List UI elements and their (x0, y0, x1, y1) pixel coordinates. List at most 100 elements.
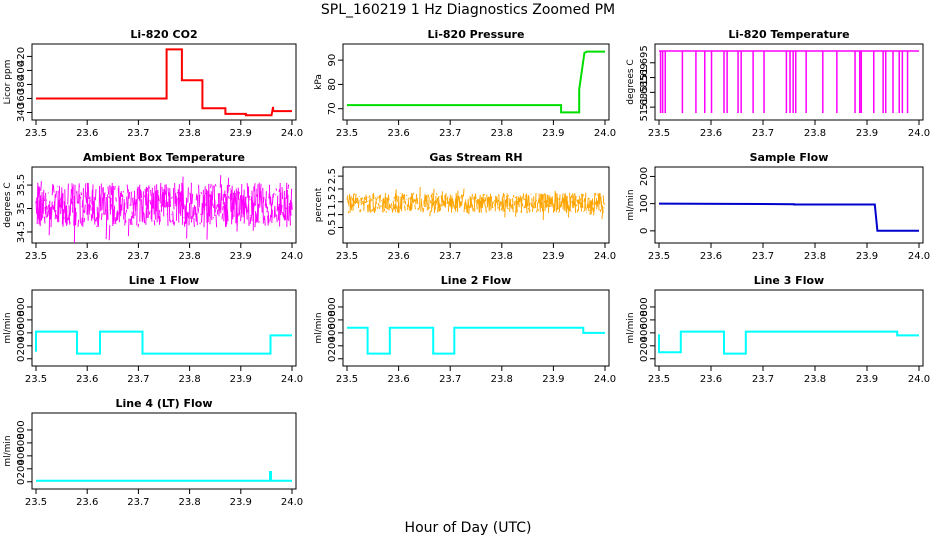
series-group (658, 330, 919, 355)
panels-container: Li-820 CO2 23.5 23.6 23.7 23.8 23.9 24.0 340360… (3, 28, 930, 508)
panel-title: Line 1 Flow (129, 274, 199, 287)
y-tick-label: 51.68 (639, 93, 650, 122)
x-tick-label: 23.7 (439, 374, 461, 385)
x-tick-label: 23.5 (336, 128, 358, 139)
y-tick-label: 0.5 (327, 219, 338, 235)
y-tick-label: 0 (327, 356, 338, 362)
x-tick-label: 23.5 (336, 374, 358, 385)
x-tick-label: 23.8 (804, 374, 826, 385)
y-tick-label: 70 (327, 102, 338, 115)
series-line (658, 330, 919, 355)
y-tick-label: 35.5 (16, 174, 27, 196)
y-axis-label: ml/min (3, 312, 13, 343)
y-tick-label: 600 (327, 310, 338, 329)
series-line (347, 326, 605, 355)
panel-title: Sample Flow (750, 151, 829, 164)
x-tick-label: 23.8 (178, 374, 200, 385)
x-tick-label: 24.0 (281, 251, 303, 262)
y-tick-label: 600 (16, 310, 27, 329)
panel-title: Line 2 Flow (441, 274, 511, 287)
y-tick-label: 380 (16, 75, 27, 94)
y-axis-label: kPa (314, 74, 324, 90)
panel-8: Line 2 Flow 23.5 23.6 23.7 23.8 23.9 24.0 02004… (314, 274, 616, 385)
x-tick-label: 23.5 (25, 374, 47, 385)
y-tick-label: 420 (16, 47, 27, 66)
x-tick-label: 23.6 (700, 251, 722, 262)
x-tick-label: 23.7 (127, 374, 149, 385)
x-tick-label: 23.6 (700, 374, 722, 385)
series-group (659, 50, 919, 114)
x-tick-label: 23.5 (648, 251, 670, 262)
series-group (36, 48, 292, 117)
panel-frame (342, 289, 610, 367)
y-tick-label: 1.5 (327, 194, 338, 210)
x-tick-label: 23.5 (25, 251, 47, 262)
y-tick-label: 400 (16, 323, 27, 342)
panel-4: Ambient Box Temperature 23.5 23.6 23.7 23.8 2… (3, 151, 303, 262)
y-axis-label: ml/min (626, 312, 636, 343)
x-tick-label: 23.8 (491, 128, 513, 139)
y-tick-label: 80 (327, 78, 338, 91)
x-tick-label: 23.9 (230, 374, 252, 385)
panel-title: Line 3 Flow (754, 274, 824, 287)
x-tick-label: 23.5 (25, 497, 47, 508)
x-tick-label: 23.8 (178, 497, 200, 508)
y-axis-label: percent (314, 187, 324, 222)
y-tick-label: 90 (327, 54, 338, 67)
panel-9: Line 3 Flow 23.5 23.6 23.7 23.8 23.9 24.0 02004… (626, 274, 930, 385)
panel-10: Line 4 (LT) Flow 23.5 23.6 23.7 23.8 23.9 24.0… (3, 397, 303, 508)
y-tick-label: 35 (16, 202, 27, 215)
x-tick-label: 23.6 (76, 374, 98, 385)
x-tick-label: 24.0 (281, 497, 303, 508)
panel-frame (31, 289, 297, 367)
y-tick-label: 0 (639, 356, 650, 362)
y-tick-label: 200 (16, 336, 27, 355)
y-axis-label: Licor ppm (3, 60, 13, 105)
panel-1: Li-820 CO2 23.5 23.6 23.7 23.8 23.9 24.0 340360… (3, 28, 303, 139)
y-axis-label: ml/min (314, 312, 324, 343)
x-tick-label: 23.9 (856, 251, 878, 262)
x-tick-label: 23.5 (648, 374, 670, 385)
series-noise (346, 186, 606, 221)
x-tick-label: 24.0 (908, 374, 930, 385)
y-tick-label: 51.695 (639, 45, 650, 80)
series-noise (35, 175, 293, 243)
series-group (347, 326, 605, 355)
y-tick-label: 0 (639, 228, 650, 234)
x-tick-label: 23.8 (491, 251, 513, 262)
panel-title: Li-820 Pressure (428, 28, 525, 41)
x-tick-label: 24.0 (281, 128, 303, 139)
figure-title: SPL_160219 1 Hz Diagnostics Zoomed PM (321, 2, 615, 18)
x-tick-label: 23.9 (856, 374, 878, 385)
x-tick-label: 23.7 (752, 374, 774, 385)
y-tick-label: 800 (639, 297, 650, 316)
panel-2: Li-820 Pressure 23.5 23.6 23.7 23.8 23.9 24.0 7… (314, 28, 616, 139)
panel-5: Gas Stream RH 23.5 23.6 23.7 23.8 23.9 24.0 0.5… (314, 151, 616, 262)
x-tick-label: 23.9 (542, 251, 564, 262)
series-line (658, 202, 919, 232)
panel-6: Sample Flow 23.5 23.6 23.7 23.8 23.9 24.0 0 100 2… (626, 151, 930, 262)
series-line (36, 471, 292, 482)
panel-frame (31, 166, 297, 244)
panel-frame (342, 166, 610, 244)
y-axis-label: degrees C (3, 182, 13, 227)
y-tick-label: 600 (639, 310, 650, 329)
y-tick-label: 100 (639, 194, 650, 213)
panel-title: Gas Stream RH (429, 151, 522, 164)
series-group (36, 471, 292, 482)
x-tick-label: 23.6 (76, 128, 98, 139)
x-tick-label: 23.7 (439, 251, 461, 262)
panel-title: Ambient Box Temperature (83, 151, 245, 164)
y-tick-label: 400 (16, 446, 27, 465)
series-group (35, 330, 292, 355)
panel-7: Line 1 Flow 23.5 23.6 23.7 23.8 23.9 24.0 02004… (3, 274, 303, 385)
y-tick-label: 800 (16, 420, 27, 439)
series-line (347, 50, 605, 114)
series-group (346, 186, 606, 221)
series-line (36, 48, 292, 117)
y-tick-label: 2 (327, 186, 338, 192)
y-axis-label: ml/min (3, 435, 13, 466)
y-tick-label: 800 (16, 297, 27, 316)
panel-3: Li-820 Temperature 23.5 23.6 23.7 23.8 23.9 24… (626, 28, 930, 139)
y-axis-label: degrees C (626, 59, 636, 104)
